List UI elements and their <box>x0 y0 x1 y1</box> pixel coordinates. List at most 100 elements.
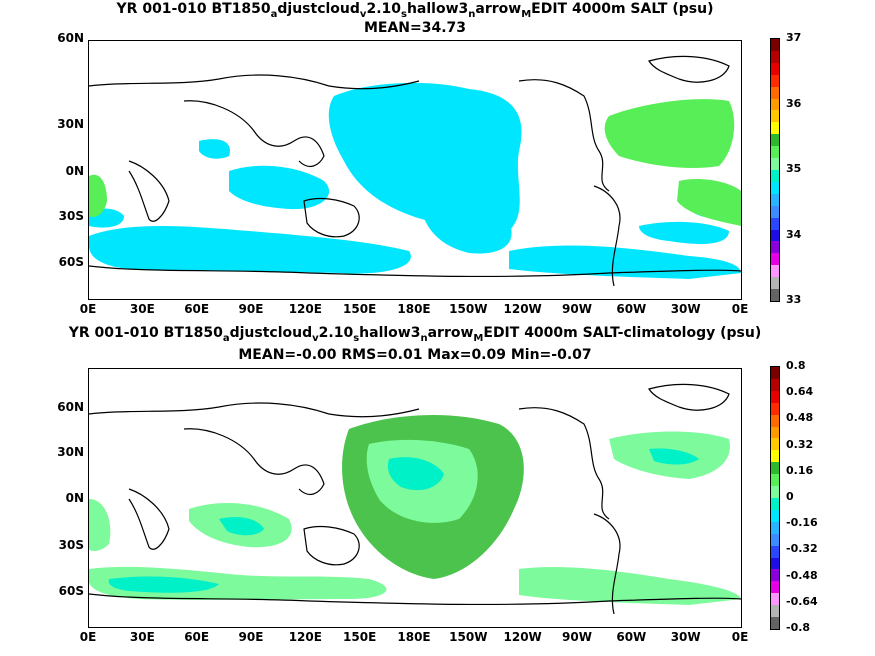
p1-xlabel-1: 30E <box>129 302 155 316</box>
p2-xlabel-2: 60E <box>184 630 210 644</box>
colorbar1-swatch-2 <box>771 62 779 75</box>
colorbar1-swatch-7 <box>771 122 779 135</box>
colorbar1-swatch-14 <box>771 205 779 218</box>
p2-xlabel-7: 150W <box>449 630 488 644</box>
colorbar1-swatch-9 <box>771 146 779 159</box>
colorbar2-swatch-11 <box>771 497 779 510</box>
colorbar2-swatch-16 <box>771 557 779 570</box>
p1-ylabel-30n: 30N <box>57 117 84 131</box>
coastlines <box>89 383 741 615</box>
colorbar2-swatch-20 <box>771 605 779 618</box>
p1-xlabel-12: 0E <box>731 302 749 316</box>
colorbar2-swatch-0 <box>771 367 779 379</box>
colorbar1-swatch-19 <box>771 265 779 278</box>
p1-xlabel-4: 120E <box>288 302 322 316</box>
colorbar2-swatch-2 <box>771 390 779 403</box>
p1-xlabel-6: 180E <box>397 302 431 316</box>
colorbar-1 <box>770 38 780 302</box>
colorbar1-swatch-16 <box>771 229 779 242</box>
map-2-svg <box>89 383 741 615</box>
colorbar2-tick-4: 0.16 <box>786 463 814 477</box>
colorbar2-swatch-7 <box>771 450 779 463</box>
colorbar1-tick-3: 34 <box>786 227 802 241</box>
colorbar1-swatch-0 <box>771 39 779 51</box>
colorbar1-tick-2: 35 <box>786 162 802 175</box>
p1-xlabel-0: 0E <box>79 302 97 316</box>
colorbar1-swatch-10 <box>771 158 779 170</box>
colorbar2-swatch-4 <box>771 414 779 427</box>
map-panel-1 <box>88 40 742 300</box>
colorbar-2 <box>770 366 780 630</box>
p2-xlabel-8: 120W <box>503 630 542 644</box>
p2-xlabel-10: 60W <box>616 630 647 644</box>
p1-ylabel-60s: 60S <box>58 255 84 269</box>
salinity-patches-cyan <box>89 82 741 279</box>
salinity-patches-green <box>89 99 741 226</box>
p1-xlabel-7: 150W <box>449 302 488 316</box>
colorbar1-swatch-11 <box>771 169 779 182</box>
p1-ylabel-30s: 30S <box>58 209 84 223</box>
colorbar2-swatch-9 <box>771 474 779 487</box>
colorbar1-swatch-5 <box>771 98 779 111</box>
p2-xlabel-1: 30E <box>129 630 155 644</box>
p2-ylabel-30s: 30S <box>58 538 84 552</box>
panel1-title: YR 001-010 BT1850adjustcloudv2.10shallow… <box>116 1 714 20</box>
colorbar2-swatch-14 <box>771 533 779 546</box>
p1-xlabel-8: 120W <box>503 302 542 316</box>
colorbar1-swatch-15 <box>771 217 779 230</box>
p1-xlabel-5: 150E <box>343 302 377 316</box>
colorbar2-swatch-13 <box>771 521 779 534</box>
colorbar1-swatch-3 <box>771 74 779 87</box>
colorbar2-swatch-21 <box>771 617 779 629</box>
colorbar1-tick-0: 37 <box>786 31 802 44</box>
p2-xlabel-12: 0E <box>731 630 749 644</box>
colorbar2-swatch-17 <box>771 569 779 582</box>
colorbar2-tick-2: 0.48 <box>786 411 814 425</box>
colorbar2-swatch-18 <box>771 581 779 594</box>
colorbar2-swatch-3 <box>771 402 779 415</box>
colorbar1-swatch-20 <box>771 277 779 290</box>
colorbar2-swatch-6 <box>771 438 779 451</box>
colorbar2-tick-5: 0 <box>786 490 794 503</box>
colorbar2-swatch-1 <box>771 378 779 391</box>
anomaly-patches-teal <box>108 448 699 593</box>
colorbar1-swatch-1 <box>771 50 779 63</box>
p2-xlabel-11: 30W <box>670 630 701 644</box>
coastlines <box>89 55 741 287</box>
colorbar1-swatch-17 <box>771 241 779 254</box>
panel1-subtitle: MEAN=34.73 <box>363 20 467 36</box>
p1-ylabel-60n: 60N <box>57 31 84 45</box>
colorbar1-tick-4: 33 <box>786 293 802 306</box>
p2-ylabel-60n: 60N <box>57 400 84 414</box>
p2-xlabel-3: 90E <box>238 630 264 644</box>
p1-xlabel-11: 30W <box>670 302 701 316</box>
colorbar2-swatch-10 <box>771 486 779 498</box>
colorbar2-tick-6: -0.16 <box>786 516 818 530</box>
p2-xlabel-5: 150E <box>343 630 377 644</box>
p1-xlabel-9: 90W <box>562 302 592 316</box>
p1-xlabel-3: 90E <box>238 302 264 316</box>
colorbar2-swatch-19 <box>771 593 779 606</box>
p2-xlabel-6: 180E <box>397 630 431 644</box>
p2-ylabel-60s: 60S <box>58 584 84 598</box>
map-1-svg <box>89 55 741 287</box>
colorbar1-swatch-12 <box>771 181 779 194</box>
colorbar1-tick-1: 36 <box>786 96 802 110</box>
colorbar2-tick-7: -0.32 <box>786 542 818 556</box>
colorbar2-tick-3: 0.32 <box>786 437 814 451</box>
colorbar1-swatch-4 <box>771 86 779 99</box>
colorbar2-tick-9: -0.64 <box>786 594 818 608</box>
panel2-subtitle: MEAN=-0.00 RMS=0.01 Max=0.09 Min=-0.07 <box>238 347 592 363</box>
p1-xlabel-10: 60W <box>616 302 647 316</box>
p2-xlabel-4: 120E <box>288 630 322 644</box>
colorbar2-swatch-5 <box>771 426 779 439</box>
colorbar2-tick-8: -0.48 <box>786 568 818 582</box>
p1-xlabel-2: 60E <box>184 302 210 316</box>
colorbar1-swatch-18 <box>771 253 779 266</box>
colorbar1-swatch-13 <box>771 193 779 206</box>
map-panel-2 <box>88 368 742 628</box>
p1-ylabel-0n: 0N <box>65 164 84 178</box>
colorbar2-tick-0: 0.8 <box>786 359 806 372</box>
p2-ylabel-0n: 0N <box>65 491 84 505</box>
colorbar1-swatch-21 <box>771 289 779 301</box>
